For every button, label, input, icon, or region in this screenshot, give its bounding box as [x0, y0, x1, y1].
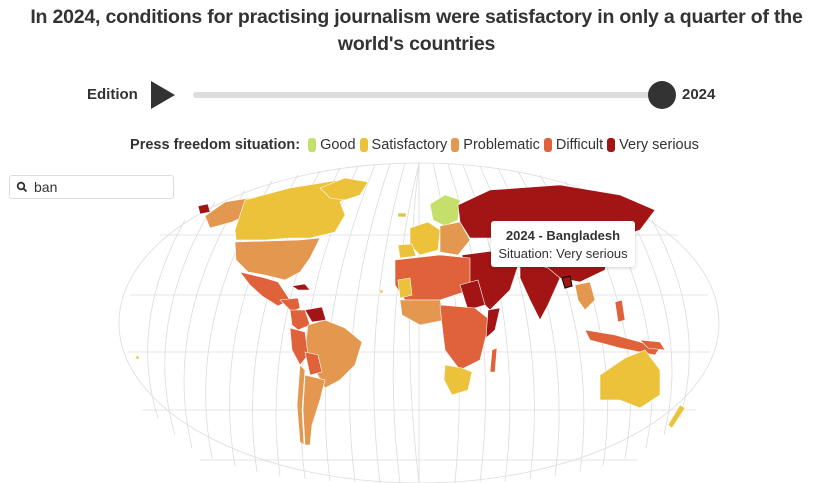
- legend: Press freedom situation: Good Satisfacto…: [0, 137, 833, 153]
- country-chile[interactable]: [296, 364, 306, 446]
- country-bolivia[interactable]: [304, 351, 323, 376]
- timeline-slider-thumb[interactable]: [648, 81, 676, 109]
- country-nordics[interactable]: [429, 194, 461, 227]
- page-title: In 2024, conditions for practising journ…: [30, 6, 803, 55]
- legend-item-good[interactable]: Good: [308, 137, 356, 153]
- country-indonesia[interactable]: [584, 329, 661, 356]
- play-icon[interactable]: [151, 81, 175, 109]
- country-west-africa[interactable]: [399, 299, 446, 326]
- timeline-year: 2024: [682, 86, 716, 103]
- legend-label: Problematic: [463, 137, 540, 153]
- country-eastern-europe[interactable]: [439, 221, 471, 256]
- country-pacific-islands[interactable]: [135, 355, 140, 360]
- country-somalia[interactable]: [485, 307, 501, 339]
- legend-label: Difficult: [555, 137, 604, 153]
- world-map[interactable]: [0, 160, 833, 483]
- country-iberia[interactable]: [397, 243, 417, 259]
- country-greenland[interactable]: [319, 177, 369, 201]
- countries[interactable]: [135, 177, 686, 446]
- timeline-slider-track[interactable]: [193, 92, 663, 98]
- country-venezuela[interactable]: [304, 306, 327, 323]
- legend-swatch: [451, 138, 460, 152]
- country-peru[interactable]: [289, 327, 309, 366]
- legend-swatch: [308, 138, 317, 152]
- country-mauritania[interactable]: [397, 277, 413, 299]
- legend-item-problematic[interactable]: Problematic: [451, 137, 540, 153]
- country-tooltip: 2024 - Bangladesh Situation: Very seriou…: [491, 221, 635, 267]
- country-philippines[interactable]: [614, 299, 626, 323]
- legend-swatch: [359, 138, 368, 152]
- country-southern-africa[interactable]: [443, 364, 473, 396]
- country-new-zealand[interactable]: [667, 404, 686, 429]
- country-iceland[interactable]: [397, 212, 407, 218]
- country-sudan[interactable]: [459, 279, 486, 311]
- country-madagascar[interactable]: [489, 347, 498, 373]
- country-bangladesh[interactable]: [561, 275, 573, 289]
- country-caribbean-island[interactable]: [379, 289, 384, 294]
- country-australia[interactable]: [599, 349, 661, 409]
- country-colombia[interactable]: [289, 309, 311, 331]
- legend-item-difficult[interactable]: Difficult: [543, 137, 604, 153]
- country-north-africa[interactable]: [394, 254, 471, 301]
- country-alaska[interactable]: [197, 203, 211, 215]
- tooltip-title: 2024 - Bangladesh: [505, 228, 621, 243]
- legend-label: Good: [320, 137, 356, 153]
- legend-title: Press freedom situation:: [130, 137, 301, 153]
- country-india[interactable]: [519, 259, 561, 321]
- country-cuba[interactable]: [291, 283, 311, 291]
- country-usa[interactable]: [234, 237, 321, 281]
- country-southeast-asia[interactable]: [574, 281, 596, 311]
- country-western-europe[interactable]: [409, 221, 441, 256]
- country-papua[interactable]: [639, 339, 666, 351]
- legend-label: Satisfactory: [371, 137, 448, 153]
- country-central-africa[interactable]: [439, 304, 491, 371]
- legend-label: Very serious: [619, 137, 699, 153]
- search-icon: [16, 181, 28, 193]
- country-search-box[interactable]: [9, 175, 174, 199]
- search-input[interactable]: [34, 178, 169, 196]
- edition-label: Edition: [87, 86, 138, 103]
- tooltip-situation: Situation: Very serious: [498, 246, 628, 261]
- legend-item-satisfactory[interactable]: Satisfactory: [359, 137, 448, 153]
- country-argentina[interactable]: [302, 374, 326, 446]
- legend-swatch: [543, 138, 552, 152]
- legend-swatch: [607, 138, 616, 152]
- country-central-america[interactable]: [279, 297, 301, 313]
- legend-item-very-serious[interactable]: Very serious: [607, 137, 699, 153]
